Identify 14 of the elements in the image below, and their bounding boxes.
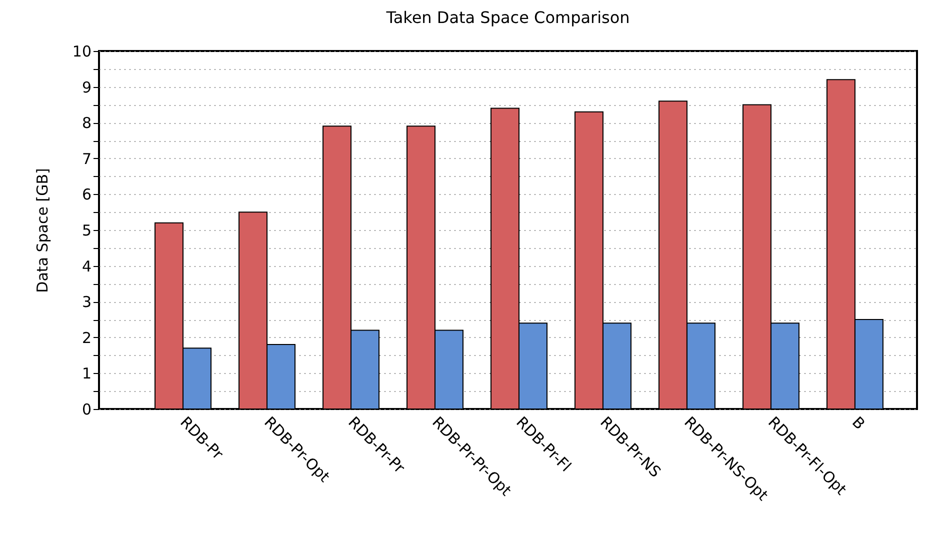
chart-title: Taken Data Space Comparison	[385, 8, 630, 27]
y-tick-label: 8	[82, 114, 92, 132]
y-tick-label: 2	[82, 328, 92, 347]
y-tick-label: 7	[82, 150, 92, 168]
y-tick-label: 9	[82, 78, 92, 96]
y-tick-label: 6	[82, 186, 92, 204]
y-tick-label: 10	[72, 42, 92, 60]
y-tick-label: 0	[82, 400, 92, 418]
y-tick-label: 4	[82, 257, 92, 276]
y-axis-title: Data Space [GB]	[33, 168, 52, 293]
y-tick-label: 1	[82, 364, 92, 383]
y-tick-label: 5	[82, 222, 92, 240]
x-tick-label: B	[848, 413, 869, 434]
y-tick-label: 3	[82, 293, 92, 312]
